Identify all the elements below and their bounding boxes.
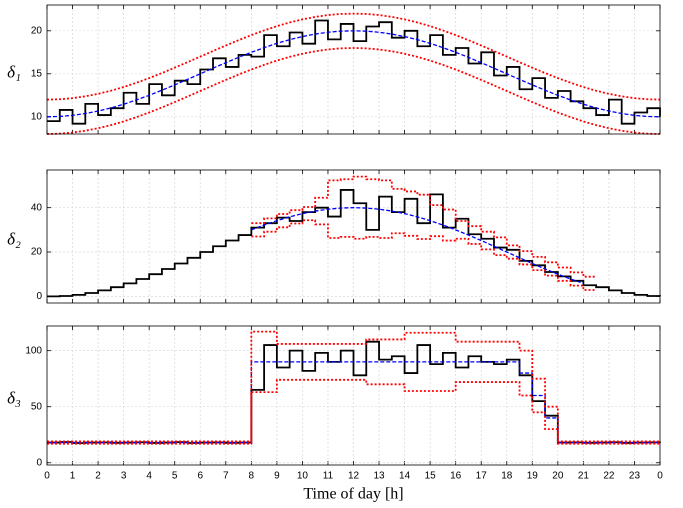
subplot: 0 1 2 3 4 5 6 7 8 9 10 11 12 13 14 15 16 17 18 19 20 21 22 23 00… — [7, 325, 663, 503]
x-tick-label: 22 — [603, 471, 615, 482]
y-tick-label: 0 — [36, 291, 42, 302]
y-tick-label: 15 — [31, 68, 43, 79]
x-tick-label: 15 — [425, 471, 437, 482]
plot-frame — [46, 325, 661, 466]
x-tick-label: 16 — [450, 471, 462, 482]
y-tick-label: 20 — [31, 247, 43, 258]
x-tick-label: 18 — [501, 471, 513, 482]
series-line — [47, 19, 661, 125]
x-tick-label: 9 — [274, 471, 280, 482]
x-tick-label: 0 — [44, 471, 50, 482]
x-tick-label: 6 — [197, 471, 203, 482]
y-tick-label: 40 — [31, 202, 43, 213]
x-tick-label: 4 — [146, 471, 152, 482]
x-tick-label: 13 — [373, 471, 385, 482]
series-line — [47, 378, 660, 445]
subplot: 0 20 40 δ₂ — [7, 169, 661, 304]
x-tick-label: 1 — [70, 471, 76, 482]
x-tick-label: 17 — [476, 471, 488, 482]
y-axis-label: δ₂ — [7, 229, 21, 248]
x-tick-label: 3 — [121, 471, 127, 482]
series-line — [46, 12, 661, 101]
x-axis-label: Time of day [h] — [303, 486, 403, 503]
x-tick-label: 19 — [527, 471, 539, 482]
series-line — [251, 219, 597, 291]
y-axis-label: δ₁ — [7, 62, 21, 81]
x-tick-label: 14 — [399, 471, 411, 482]
x-tick-label: 21 — [578, 471, 590, 482]
series-line — [251, 175, 597, 278]
x-tick-label: 8 — [249, 471, 255, 482]
x-tick-label: 11 — [323, 471, 334, 482]
subplot: 10 15 20 δ₁ — [7, 4, 661, 135]
series-line — [46, 30, 661, 118]
x-tick-label: 10 — [297, 471, 309, 482]
x-tick-label: 20 — [552, 471, 564, 482]
plot-frame — [46, 169, 661, 304]
series-line — [251, 207, 584, 284]
x-tick-label: 5 — [172, 471, 178, 482]
series-line — [46, 47, 661, 135]
x-tick-label: 2 — [95, 471, 101, 482]
y-tick-label: 0 — [36, 457, 42, 468]
y-tick-label: 100 — [25, 345, 42, 356]
x-tick-label: 12 — [348, 471, 360, 482]
x-tick-label: 23 — [629, 471, 641, 482]
y-tick-label: 50 — [31, 401, 43, 412]
y-tick-label: 10 — [31, 111, 43, 122]
series-line — [47, 189, 661, 298]
x-tick-label: 7 — [223, 471, 229, 482]
x-tick-label: 0 — [657, 471, 663, 482]
plot-frame — [46, 4, 661, 135]
y-axis-label: δ₃ — [7, 388, 21, 407]
series-line — [47, 330, 660, 443]
y-tick-label: 20 — [31, 25, 43, 36]
